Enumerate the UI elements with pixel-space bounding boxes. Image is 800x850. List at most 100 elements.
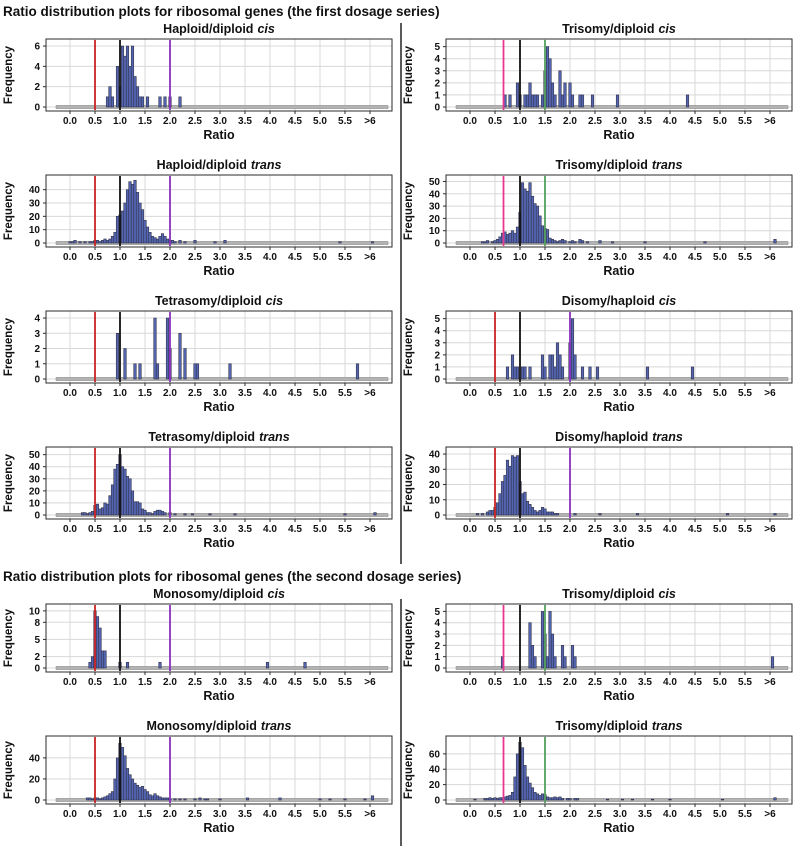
svg-text:Ratio: Ratio [203, 689, 235, 703]
svg-text:0.0: 0.0 [63, 677, 77, 688]
svg-text:4.0: 4.0 [663, 116, 677, 127]
svg-text:5: 5 [434, 607, 440, 618]
svg-text:0.5: 0.5 [488, 252, 502, 263]
svg-text:2.0: 2.0 [163, 116, 177, 127]
svg-text:2.0: 2.0 [563, 116, 577, 127]
svg-text:2.5: 2.5 [588, 116, 602, 127]
svg-text:Frequency: Frequency [3, 453, 15, 512]
svg-text:2.5: 2.5 [188, 524, 202, 535]
svg-text:5: 5 [434, 42, 440, 53]
svg-text:0.0: 0.0 [463, 252, 477, 263]
svg-text:1.5: 1.5 [538, 388, 552, 399]
svg-text:5.0: 5.0 [313, 252, 327, 263]
svg-text:4.5: 4.5 [288, 524, 302, 535]
svg-text:0.0: 0.0 [463, 809, 477, 820]
svg-text:6: 6 [34, 42, 40, 53]
svg-text:>6: >6 [364, 524, 376, 535]
svg-text:40: 40 [429, 450, 441, 461]
plot-trisomy-diploid-trans: 0 10 20 30 40 50 0.0 0.5 1.0 1.5 2.0 2.5 3.0 3.5 4.0 4.… [400, 157, 800, 293]
svg-text:0.5: 0.5 [488, 677, 502, 688]
svg-text:0: 0 [434, 796, 440, 807]
svg-text:5.5: 5.5 [738, 388, 752, 399]
svg-text:1.5: 1.5 [138, 116, 152, 127]
svg-text:Frequency: Frequency [3, 608, 15, 667]
svg-text:4.5: 4.5 [688, 388, 702, 399]
svg-text:0: 0 [434, 375, 440, 386]
svg-text:5.5: 5.5 [338, 388, 352, 399]
plot-tetrasomy-diploid-cis: 0 1 2 3 4 0.0 0.5 1.0 1.5 2.0 2.5 3.0 3.5 4.0 4.5 5.0 5.… [0, 293, 400, 429]
svg-text:40: 40 [29, 753, 41, 764]
svg-text:40: 40 [29, 185, 41, 196]
svg-text:3.0: 3.0 [213, 524, 227, 535]
svg-text:1.0: 1.0 [113, 116, 127, 127]
section-1-plots-grid: 0 2 4 6 0.0 0.5 1.0 1.5 2.0 2.5 3.0 3.5 4.0 4.5 5.0 5.5… [0, 21, 800, 565]
svg-text:10: 10 [29, 606, 41, 617]
svg-text:1: 1 [434, 362, 440, 373]
svg-text:2.5: 2.5 [188, 116, 202, 127]
svg-text:Ratio: Ratio [203, 536, 235, 550]
svg-text:2.5: 2.5 [588, 809, 602, 820]
svg-text:2.0: 2.0 [163, 809, 177, 820]
plot-haploid-diploid-cis: 0 2 4 6 0.0 0.5 1.0 1.5 2.0 2.5 3.0 3.5 4.0 4.5 5.0 5.5… [0, 21, 400, 157]
svg-text:3.5: 3.5 [238, 677, 252, 688]
svg-text:1.0: 1.0 [513, 524, 527, 535]
svg-text:0: 0 [34, 511, 40, 522]
svg-text:1.0: 1.0 [113, 524, 127, 535]
svg-text:2.5: 2.5 [188, 677, 202, 688]
svg-text:0.5: 0.5 [488, 809, 502, 820]
svg-text:0.5: 0.5 [88, 677, 102, 688]
svg-text:Ratio: Ratio [603, 821, 635, 835]
svg-text:60: 60 [429, 749, 441, 760]
svg-text:Frequency: Frequency [403, 317, 415, 376]
svg-text:3: 3 [434, 338, 440, 349]
svg-text:0.0: 0.0 [463, 524, 477, 535]
svg-text:4.0: 4.0 [263, 677, 277, 688]
svg-text:3: 3 [34, 329, 40, 340]
svg-text:Frequency: Frequency [403, 740, 415, 799]
svg-text:2.5: 2.5 [188, 252, 202, 263]
svg-text:0.0: 0.0 [63, 809, 77, 820]
svg-text:3.0: 3.0 [613, 677, 627, 688]
svg-text:2.0: 2.0 [163, 252, 177, 263]
svg-text:0: 0 [34, 664, 40, 675]
plot-haploid-diploid-trans: 0 10 20 30 40 0.0 0.5 1.0 1.5 2.0 2.5 3.0 3.5 4.0 4.5 5… [0, 157, 400, 293]
svg-text:2.0: 2.0 [563, 809, 577, 820]
svg-text:5.5: 5.5 [338, 809, 352, 820]
svg-text:20: 20 [429, 780, 441, 791]
svg-text:4.0: 4.0 [663, 677, 677, 688]
svg-text:0.5: 0.5 [88, 388, 102, 399]
plot-monosomy-diploid-cis: 0 2 5 8 10 0.0 0.5 1.0 1.5 2.0 2.5 3.0 3.5 4.0 4.5 5.0 5… [0, 586, 400, 718]
svg-text:Frequency: Frequency [3, 181, 15, 240]
svg-text:0: 0 [434, 239, 440, 250]
svg-text:20: 20 [29, 774, 41, 785]
svg-text:30: 30 [429, 465, 441, 476]
svg-text:Ratio: Ratio [603, 264, 635, 278]
svg-text:5.0: 5.0 [713, 809, 727, 820]
svg-text:10: 10 [29, 498, 41, 509]
svg-text:0: 0 [34, 239, 40, 250]
svg-text:0: 0 [34, 103, 40, 114]
svg-text:4: 4 [434, 326, 440, 337]
svg-text:40: 40 [429, 765, 441, 776]
svg-text:3: 3 [434, 66, 440, 77]
svg-text:1.5: 1.5 [138, 388, 152, 399]
plot-trisomy-diploid-cis-2: 0 1 2 3 4 5 0.0 0.5 1.0 1.5 2.0 2.5 3.0 3.5 4.0 4.5 5.0 5… [400, 586, 800, 718]
svg-text:Frequency: Frequency [403, 453, 415, 512]
svg-text:1.5: 1.5 [138, 524, 152, 535]
svg-text:4.5: 4.5 [288, 677, 302, 688]
svg-text:3.5: 3.5 [638, 809, 652, 820]
svg-text:20: 20 [29, 486, 41, 497]
svg-text:5.0: 5.0 [713, 116, 727, 127]
svg-text:4.0: 4.0 [663, 524, 677, 535]
svg-text:1.5: 1.5 [538, 252, 552, 263]
svg-text:2.5: 2.5 [588, 252, 602, 263]
svg-text:5.0: 5.0 [313, 524, 327, 535]
svg-text:3.5: 3.5 [238, 252, 252, 263]
svg-text:>6: >6 [764, 388, 776, 399]
svg-text:4.0: 4.0 [263, 524, 277, 535]
